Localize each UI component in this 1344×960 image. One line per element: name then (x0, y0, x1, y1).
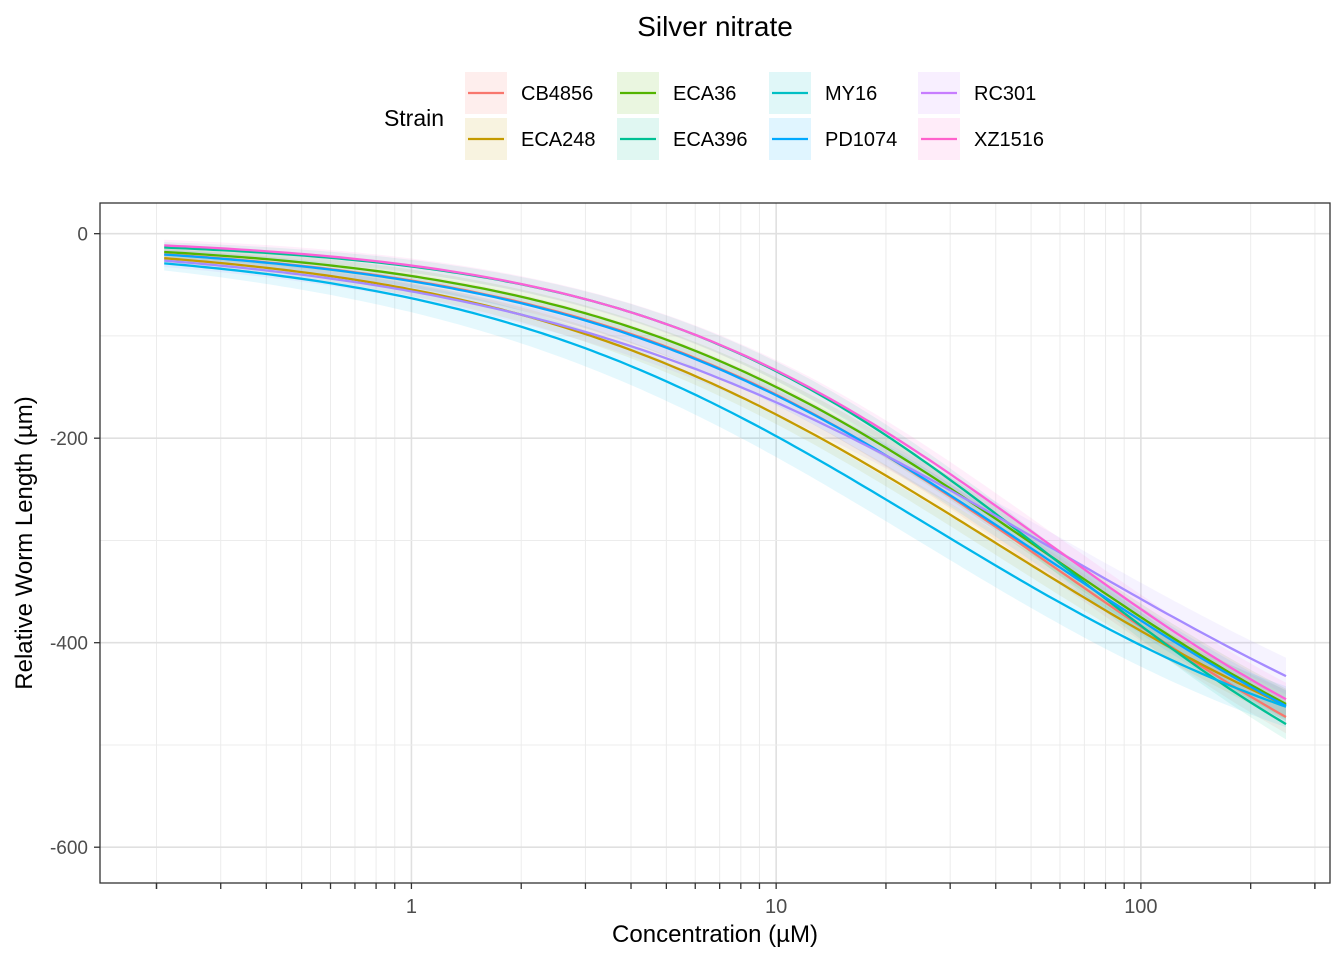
y-tick-label: -200 (50, 429, 88, 450)
grid (100, 203, 1330, 883)
legend-item-pd1074[interactable]: PD1074 (769, 118, 897, 160)
x-tick-label: 1 (406, 896, 417, 918)
legend-item-eca248[interactable]: ECA248 (465, 118, 596, 160)
panel-background (100, 203, 1330, 883)
series-line-pd1074 (164, 253, 1287, 707)
legend-label: CB4856 (521, 83, 593, 105)
chart-title: Silver nitrate (637, 11, 793, 42)
series-line-my16 (164, 262, 1287, 708)
legend-item-eca36[interactable]: ECA36 (617, 72, 736, 114)
legend-item-eca396[interactable]: ECA396 (617, 118, 748, 160)
y-tick-label: -600 (50, 838, 88, 859)
legend-label: ECA36 (673, 83, 736, 105)
legend-label: RC301 (974, 83, 1036, 105)
x-tick-label: 10 (765, 896, 787, 918)
axes: 1 10 100 0 -200 -400 -600 (50, 225, 1316, 918)
legend-item-cb4856[interactable]: CB4856 (465, 72, 593, 114)
series-line-xz1516 (164, 244, 1287, 701)
legend-label: ECA248 (521, 129, 596, 151)
legend-title: Strain (384, 105, 444, 131)
y-tick-label: 0 (77, 225, 88, 246)
x-axis-label: Concentration (µM) (612, 921, 818, 948)
band-eca396 (164, 242, 1287, 740)
legend: Strain CB4856 ECA248 ECA36 ECA396 MY16 PD1074… (384, 72, 1044, 160)
panel-border (99, 202, 1331, 884)
band-my16 (164, 256, 1287, 728)
x-tick-label: 100 (1124, 896, 1157, 918)
y-tick-label: -400 (50, 634, 88, 655)
legend-item-xz1516[interactable]: XZ1516 (918, 118, 1044, 160)
legend-label: MY16 (825, 83, 877, 105)
legend-label: ECA396 (673, 129, 748, 151)
legend-item-my16[interactable]: MY16 (769, 72, 877, 114)
series-line-eca248 (164, 257, 1287, 707)
y-axis-label: Relative Worm Length (µm) (11, 396, 38, 689)
confidence-bands (164, 239, 1287, 740)
legend-label: PD1074 (825, 129, 897, 151)
series-line-rc301 (164, 259, 1287, 678)
series-lines (164, 244, 1287, 726)
series-line-eca36 (164, 250, 1287, 706)
legend-item-rc301[interactable]: RC301 (918, 72, 1036, 114)
legend-label: XZ1516 (974, 129, 1044, 151)
